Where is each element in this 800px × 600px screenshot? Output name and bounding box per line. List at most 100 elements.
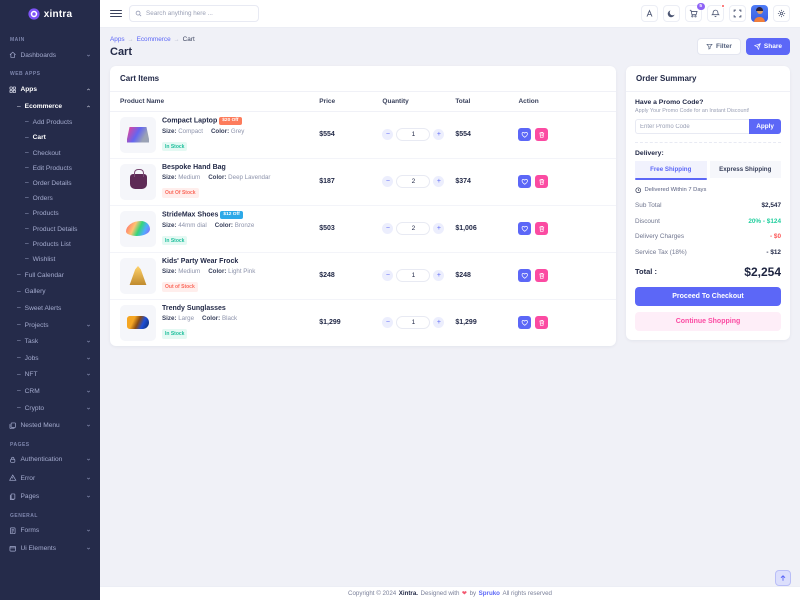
- sidebar-item-product-details[interactable]: – Product Details: [0, 221, 100, 236]
- sidebar-item-label: Task: [24, 338, 39, 346]
- sidebar-item-nested-menu[interactable]: Nested Menu: [0, 416, 100, 434]
- qty-increase-button[interactable]: +: [433, 223, 445, 234]
- cart-button[interactable]: 5: [685, 2, 705, 22]
- sidebar-item-sweet-alerts[interactable]: – Sweet Alerts: [0, 300, 100, 317]
- tab-free-shipping[interactable]: Free Shipping: [635, 161, 707, 180]
- quantity-stepper: − +: [382, 269, 455, 282]
- sidebar-item-products[interactable]: – Products: [0, 206, 100, 221]
- continue-shopping-button[interactable]: Continue Shopping: [635, 311, 781, 331]
- sidebar-item-crypto[interactable]: – Crypto: [0, 400, 100, 417]
- sidebar-item-error[interactable]: Error: [0, 469, 100, 487]
- sidebar-item-order-details[interactable]: – Order Details: [0, 176, 100, 191]
- wishlist-button[interactable]: [518, 222, 532, 235]
- qty-decrease-button[interactable]: −: [382, 129, 394, 140]
- sidebar-item-cart[interactable]: – Cart: [0, 130, 100, 145]
- delete-button[interactable]: [535, 128, 549, 141]
- stock-badge: Out Of Stock: [162, 188, 199, 198]
- sidebar-item-apps[interactable]: Apps: [0, 80, 100, 98]
- dress-thumbnail: [129, 266, 147, 285]
- breadcrumb-separator: →: [127, 36, 134, 43]
- line-total: $1,006: [455, 225, 477, 232]
- qty-increase-button[interactable]: +: [433, 129, 445, 140]
- qty-decrease-button[interactable]: −: [382, 270, 394, 281]
- apply-promo-button[interactable]: Apply: [749, 119, 781, 134]
- sidebar-item-ecommerce[interactable]: – Ecommerce: [0, 99, 100, 116]
- chevron-down-icon: [86, 339, 91, 344]
- product-name[interactable]: Trendy Sunglasses: [162, 305, 226, 312]
- delete-button[interactable]: [535, 269, 549, 282]
- chevron-down-icon: [86, 457, 91, 462]
- sidebar-item-products-list[interactable]: – Products List: [0, 237, 100, 252]
- sidebar-item-gallery[interactable]: – Gallery: [0, 284, 100, 301]
- wishlist-button[interactable]: [518, 316, 532, 329]
- fullscreen-button[interactable]: [729, 5, 746, 22]
- breadcrumb-apps[interactable]: Apps: [110, 36, 125, 43]
- notifications-button[interactable]: [707, 4, 725, 22]
- settings-button[interactable]: [773, 5, 790, 22]
- share-button[interactable]: Share: [745, 38, 790, 56]
- product-image: [120, 257, 156, 294]
- delete-button[interactable]: [535, 175, 549, 188]
- dash-bullet: –: [17, 354, 21, 361]
- fullscreen-icon: [733, 9, 742, 18]
- trash-icon: [538, 319, 546, 327]
- delete-button[interactable]: [535, 222, 549, 235]
- dash-bullet: –: [17, 320, 21, 328]
- product-name[interactable]: Compact Laptop $20 Off: [162, 116, 244, 125]
- qty-decrease-button[interactable]: −: [382, 176, 394, 187]
- wishlist-button[interactable]: [518, 175, 532, 188]
- sidebar-item-projects[interactable]: – Projects: [0, 317, 100, 334]
- designer-link[interactable]: Spruko: [478, 590, 500, 597]
- qty-input[interactable]: [396, 269, 431, 282]
- chevron-down-icon: [86, 476, 91, 481]
- sidebar-item-jobs[interactable]: – Jobs: [0, 350, 100, 367]
- sidebar-item-forms[interactable]: Forms: [0, 522, 100, 540]
- sidebar-item-nft[interactable]: – NFT: [0, 367, 100, 384]
- qty-input[interactable]: [396, 175, 431, 188]
- sidebar-item-dashboards[interactable]: Dashboards: [0, 46, 100, 64]
- sidebar-item-ui-elements[interactable]: Ui Elements: [0, 540, 100, 558]
- sidebar-item-authentication[interactable]: Authentication: [0, 451, 100, 469]
- proceed-to-checkout-button[interactable]: Proceed To Checkout: [635, 286, 781, 306]
- filter-button[interactable]: Filter: [697, 38, 741, 56]
- dark-mode-button[interactable]: [663, 5, 680, 22]
- sidebar-item-task[interactable]: – Task: [0, 333, 100, 350]
- product-name[interactable]: StrideMax Shoes $12 Off: [162, 210, 254, 219]
- brand-logo[interactable]: xintra: [0, 0, 100, 28]
- sidebar-item-add-products[interactable]: – Add Products: [0, 115, 100, 130]
- summary-rows: Sub Total $2,547 Discount 20% - $124 Deliver…: [635, 198, 781, 261]
- qty-increase-button[interactable]: +: [433, 270, 445, 281]
- qty-decrease-button[interactable]: −: [382, 317, 394, 328]
- qty-input[interactable]: [396, 222, 431, 235]
- dash-bullet: –: [25, 224, 29, 232]
- user-avatar[interactable]: [751, 5, 768, 22]
- qty-decrease-button[interactable]: −: [382, 223, 394, 234]
- sidebar-item-edit-products[interactable]: – Edit Products: [0, 161, 100, 176]
- qty-increase-button[interactable]: +: [433, 176, 445, 187]
- sidebar-item-wishlist[interactable]: – Wishlist: [0, 252, 100, 267]
- scroll-to-top-button[interactable]: [775, 570, 791, 586]
- qty-input[interactable]: [396, 128, 431, 141]
- wishlist-button[interactable]: [518, 269, 532, 282]
- product-name[interactable]: Kids' Party Wear Frock: [162, 258, 239, 265]
- wishlist-button[interactable]: [518, 128, 532, 141]
- delete-button[interactable]: [535, 316, 549, 329]
- tab-express-shipping[interactable]: Express Shipping: [709, 161, 781, 178]
- dash-bullet: –: [17, 102, 21, 110]
- dash-bullet: –: [25, 255, 29, 263]
- sidebar-item-crm[interactable]: – CRM: [0, 383, 100, 400]
- promo-code-input[interactable]: [635, 119, 750, 134]
- sidebar-item-checkout[interactable]: – Checkout: [0, 146, 100, 161]
- sidebar-item-orders[interactable]: – Orders: [0, 191, 100, 206]
- sidebar-item-full-calendar[interactable]: – Full Calendar: [0, 267, 100, 284]
- sidebar-item-label: NFT: [24, 371, 38, 379]
- hamburger-menu-icon[interactable]: [110, 9, 122, 18]
- qty-increase-button[interactable]: +: [433, 317, 445, 328]
- total-value: $2,254: [744, 264, 781, 279]
- product-name[interactable]: Bespoke Hand Bag: [162, 164, 226, 171]
- qty-input[interactable]: [396, 316, 431, 329]
- breadcrumb-ecommerce[interactable]: Ecommerce: [136, 36, 171, 43]
- search-input[interactable]: [146, 10, 253, 17]
- sidebar-item-pages[interactable]: Pages: [0, 487, 100, 505]
- language-button[interactable]: [641, 5, 658, 22]
